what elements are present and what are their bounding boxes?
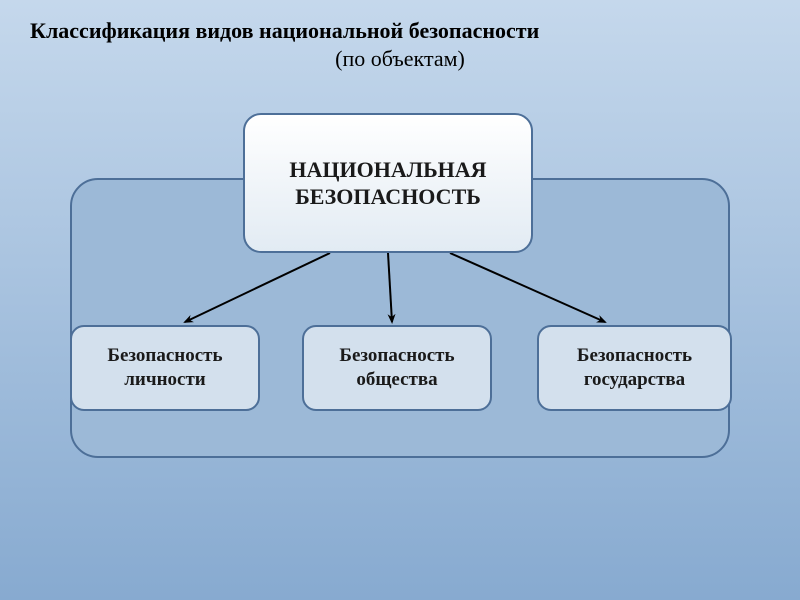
title-area: Классификация видов национальной безопас… <box>30 18 770 72</box>
root-node: НАЦИОНАЛЬНАЯ БЕЗОПАСНОСТЬ <box>243 113 533 253</box>
child-node-2: Безопасность государства <box>537 325 732 411</box>
child-0-line1: Безопасность <box>107 344 222 368</box>
child-1-line2: общества <box>356 368 437 392</box>
child-0-line2: личности <box>124 368 205 392</box>
child-1-line1: Безопасность <box>339 344 454 368</box>
child-node-0: Безопасность личности <box>70 325 260 411</box>
child-node-1: Безопасность общества <box>302 325 492 411</box>
page-title: Классификация видов национальной безопас… <box>30 18 770 44</box>
root-line2: БЕЗОПАСНОСТЬ <box>295 183 481 211</box>
page-subtitle: (по объектам) <box>30 46 770 72</box>
child-2-line2: государства <box>584 368 685 392</box>
root-line1: НАЦИОНАЛЬНАЯ <box>289 156 486 184</box>
child-2-line1: Безопасность <box>577 344 692 368</box>
